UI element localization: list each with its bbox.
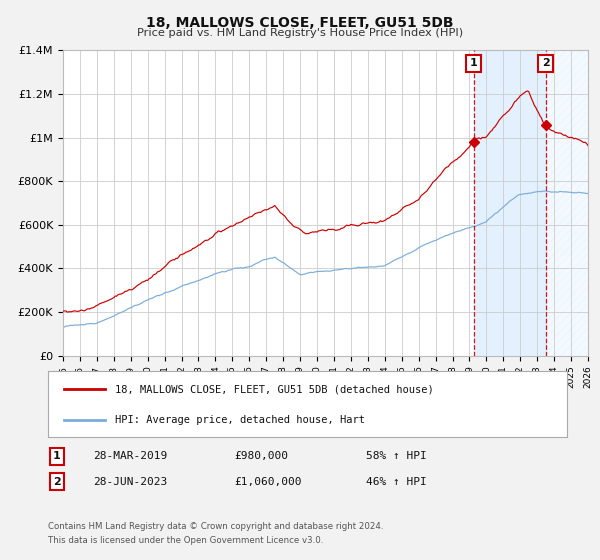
Bar [473, 50, 545, 356]
Text: 18, MALLOWS CLOSE, FLEET, GU51 5DB: 18, MALLOWS CLOSE, FLEET, GU51 5DB [146, 16, 454, 30]
Text: 2: 2 [542, 58, 550, 68]
Text: This data is licensed under the Open Government Licence v3.0.: This data is licensed under the Open Gov… [48, 536, 323, 545]
Text: 46% ↑ HPI: 46% ↑ HPI [366, 477, 427, 487]
Text: Price paid vs. HM Land Registry's House Price Index (HPI): Price paid vs. HM Land Registry's House … [137, 28, 463, 38]
Text: 58% ↑ HPI: 58% ↑ HPI [366, 451, 427, 461]
Text: £1,060,000: £1,060,000 [234, 477, 302, 487]
Text: HPI: Average price, detached house, Hart: HPI: Average price, detached house, Hart [115, 416, 365, 425]
Text: 28-JUN-2023: 28-JUN-2023 [93, 477, 167, 487]
Text: 1: 1 [53, 451, 61, 461]
Text: £980,000: £980,000 [234, 451, 288, 461]
Text: Contains HM Land Registry data © Crown copyright and database right 2024.: Contains HM Land Registry data © Crown c… [48, 522, 383, 531]
Bar [545, 50, 588, 356]
Text: 28-MAR-2019: 28-MAR-2019 [93, 451, 167, 461]
Text: 18, MALLOWS CLOSE, FLEET, GU51 5DB (detached house): 18, MALLOWS CLOSE, FLEET, GU51 5DB (deta… [115, 384, 434, 394]
Text: 1: 1 [470, 58, 478, 68]
Text: 2: 2 [53, 477, 61, 487]
